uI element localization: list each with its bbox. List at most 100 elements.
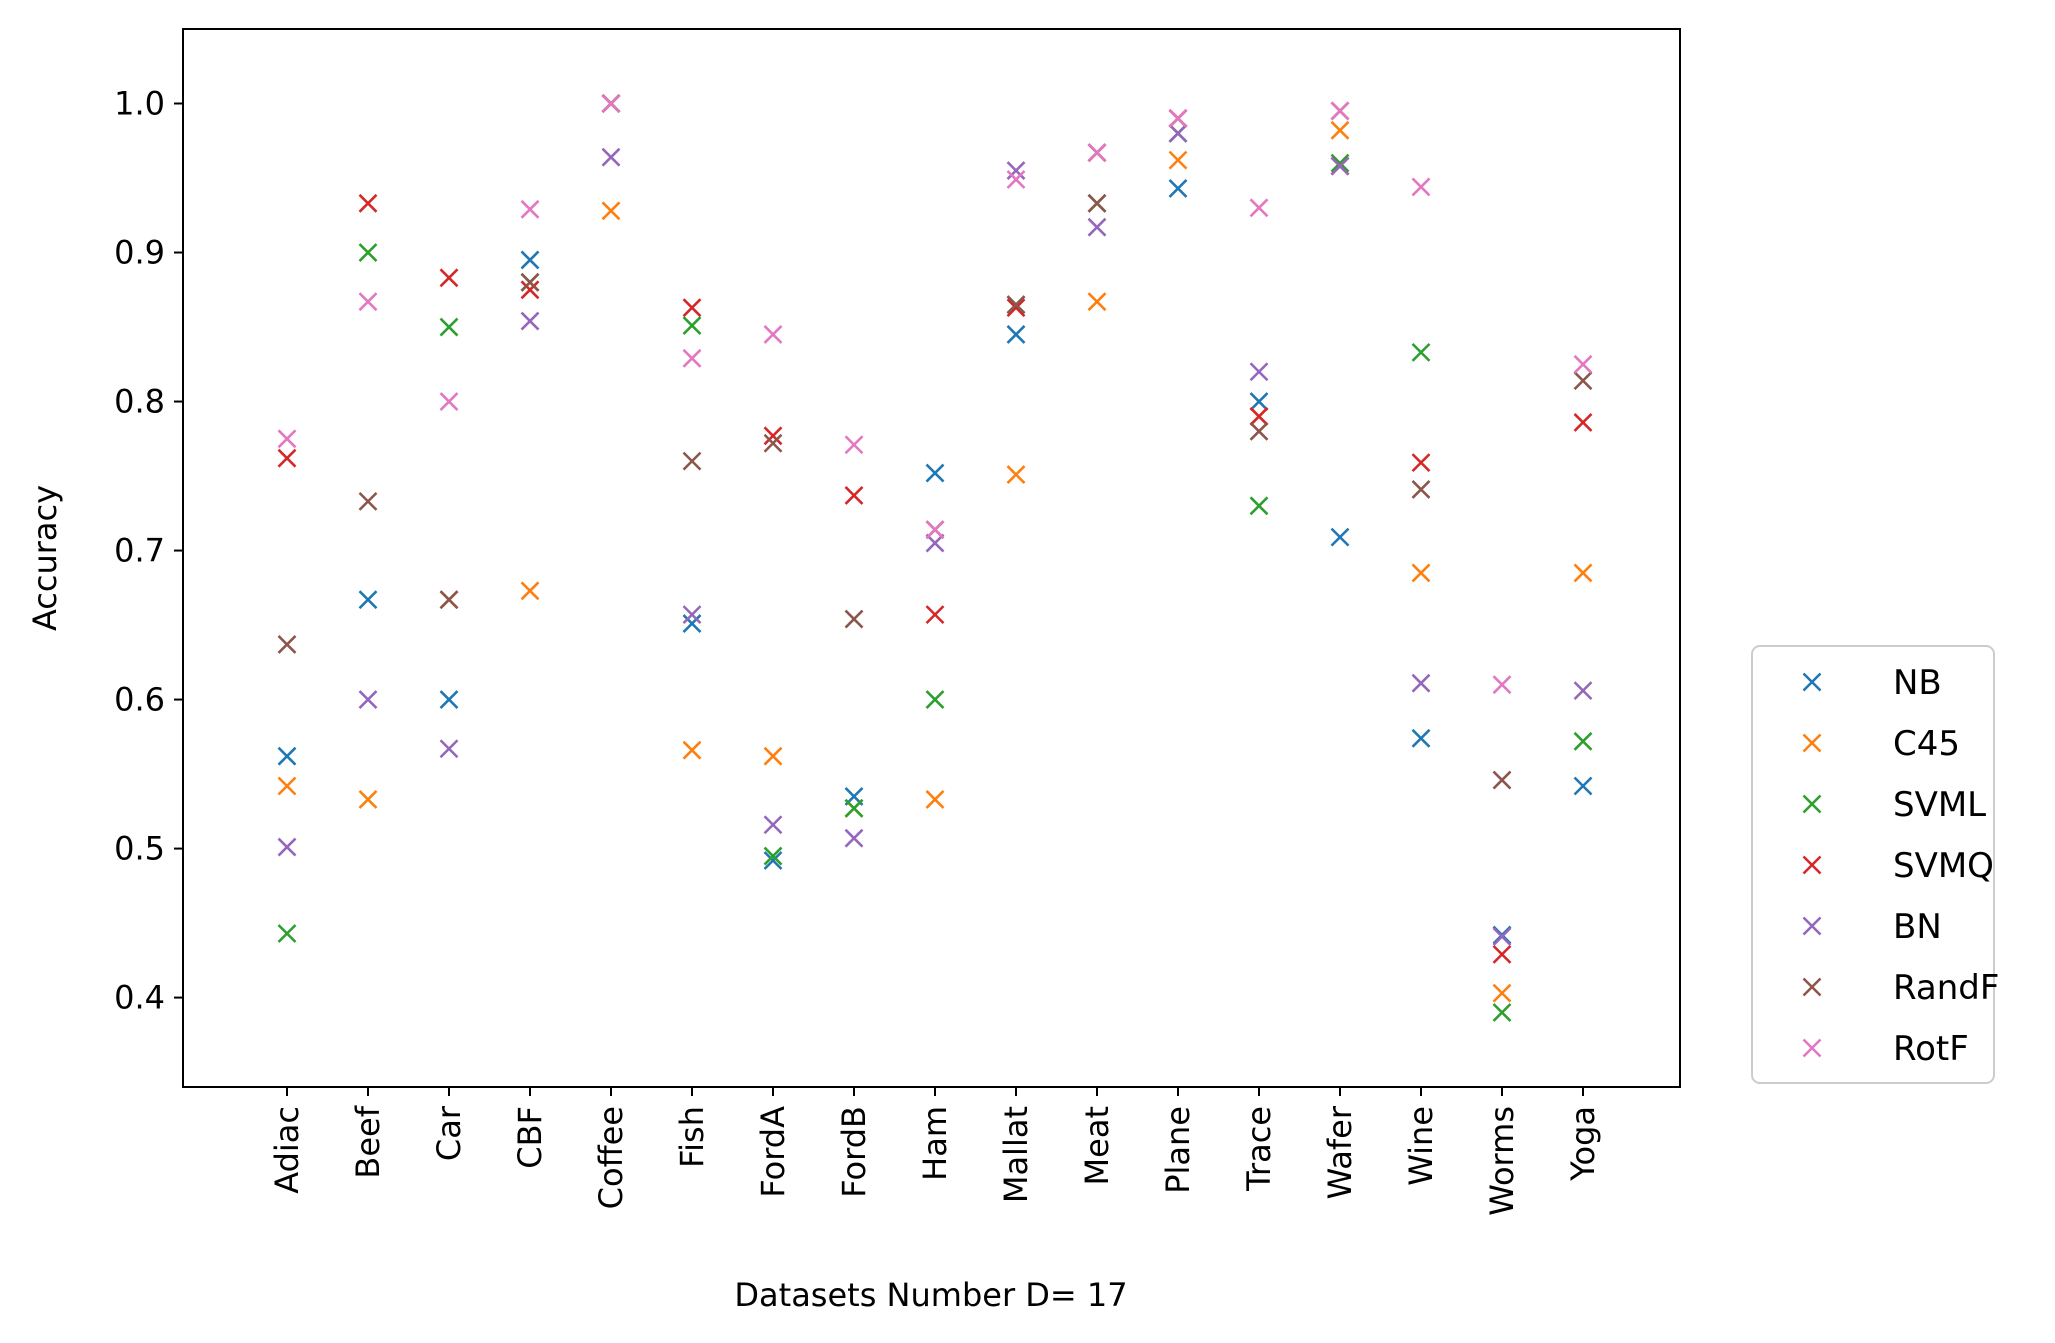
y-axis-label: Accuracy [26,485,64,631]
x-tick-label: FordA [754,1106,792,1198]
y-tick-label: 0.9 [114,234,165,272]
legend-marker [1802,794,1822,814]
x-tick-label: FordB [835,1106,873,1198]
data-point [682,614,702,633]
data-point [1168,123,1188,143]
data-point [1411,728,1431,748]
data-point [1573,412,1593,432]
data-point [1330,156,1350,176]
data-point [1411,177,1431,197]
y-axis: 0.4 0.5 0.6 0.7 0.8 0.9 1.0 [114,85,183,1017]
data-point [1168,108,1188,128]
legend-marker [1802,916,1822,936]
x-axis-label: Datasets Number D= 17 [734,1276,1127,1314]
data-point [682,348,702,368]
legend-marker [1802,733,1822,753]
data-point [520,311,540,331]
data-point [358,292,378,312]
data-point [925,605,945,625]
data-point [1006,170,1026,189]
legend-label: RandF [1893,968,1999,1008]
data-point [682,740,702,760]
data-point [1087,143,1107,163]
data-point [439,690,459,709]
data-point [682,298,702,318]
data-point [520,199,540,219]
data-point [358,789,378,809]
data-point [439,392,459,411]
x-tick-label: Trace [1240,1106,1278,1192]
data-point [1087,292,1107,312]
x-tick-label: Ham [916,1106,954,1181]
data-point [925,463,945,483]
data-point [277,924,297,943]
y-tick-label: 1.0 [114,85,165,123]
data-point [1492,675,1512,695]
legend-label: RotF [1893,1029,1969,1069]
series-rotf [277,94,1593,695]
legend-label: SVML [1893,785,1986,825]
series-c45 [277,120,1593,1003]
x-tick-label: Coffee [592,1106,630,1209]
data-point [1573,371,1593,391]
data-point [277,429,297,449]
legend: NB C45 SVML SVMQ BN RandF RotF [1751,645,1999,1084]
x-tick-label: Meat [1078,1106,1116,1185]
data-point [1573,681,1593,701]
data-point [1249,407,1269,426]
data-point [439,268,459,288]
data-point [1006,298,1026,318]
data-point [682,605,702,625]
data-point [1492,1003,1512,1022]
x-tick-label: Fish [673,1106,711,1168]
data-point [358,491,378,511]
x-tick-label: Wafer [1321,1105,1359,1199]
data-point [1492,770,1512,790]
series-bn [277,123,1593,946]
legend-marker [1802,977,1822,997]
data-point [1573,731,1593,751]
data-point [358,690,378,709]
data-point [601,147,621,167]
data-point [1330,527,1350,547]
data-point [763,851,783,870]
data-point [844,828,864,848]
x-tick-label: Worms [1483,1106,1521,1216]
legend-label: C45 [1893,724,1960,764]
x-axis: Adiac Beef Car CBF Coffee Fish FordA FordB Ham Ma… [268,1087,1602,1216]
data-point [925,520,945,540]
data-point [277,837,297,857]
data-point [682,316,702,335]
y-tick-label: 0.5 [114,830,165,868]
data-point [1087,217,1107,237]
x-tick-label: Adiac [268,1106,306,1194]
legend-label: SVMQ [1893,846,1994,886]
y-tick-label: 0.7 [114,532,165,570]
data-point [1087,193,1107,213]
data-point [1330,153,1350,173]
plot-area-frame [182,28,1681,1088]
data-point [1330,120,1350,140]
data-point [925,533,945,553]
data-point [1492,944,1512,964]
data-point [1006,161,1026,180]
data-point [1330,101,1350,121]
data-point [439,739,459,759]
data-point [1249,392,1269,411]
data-point [358,243,378,262]
data-point [277,776,297,796]
data-point [1573,776,1593,796]
y-tick-label: 0.4 [114,979,165,1017]
data-point [1411,453,1431,473]
data-point [439,590,459,610]
x-tick-label: CBF [511,1106,549,1169]
data-point [439,317,459,337]
legend-label: NB [1893,663,1942,703]
data-point [844,798,864,818]
data-point [1492,927,1512,946]
x-tick-label: Beef [349,1105,387,1178]
data-point [1411,480,1431,499]
data-point [1006,465,1026,484]
